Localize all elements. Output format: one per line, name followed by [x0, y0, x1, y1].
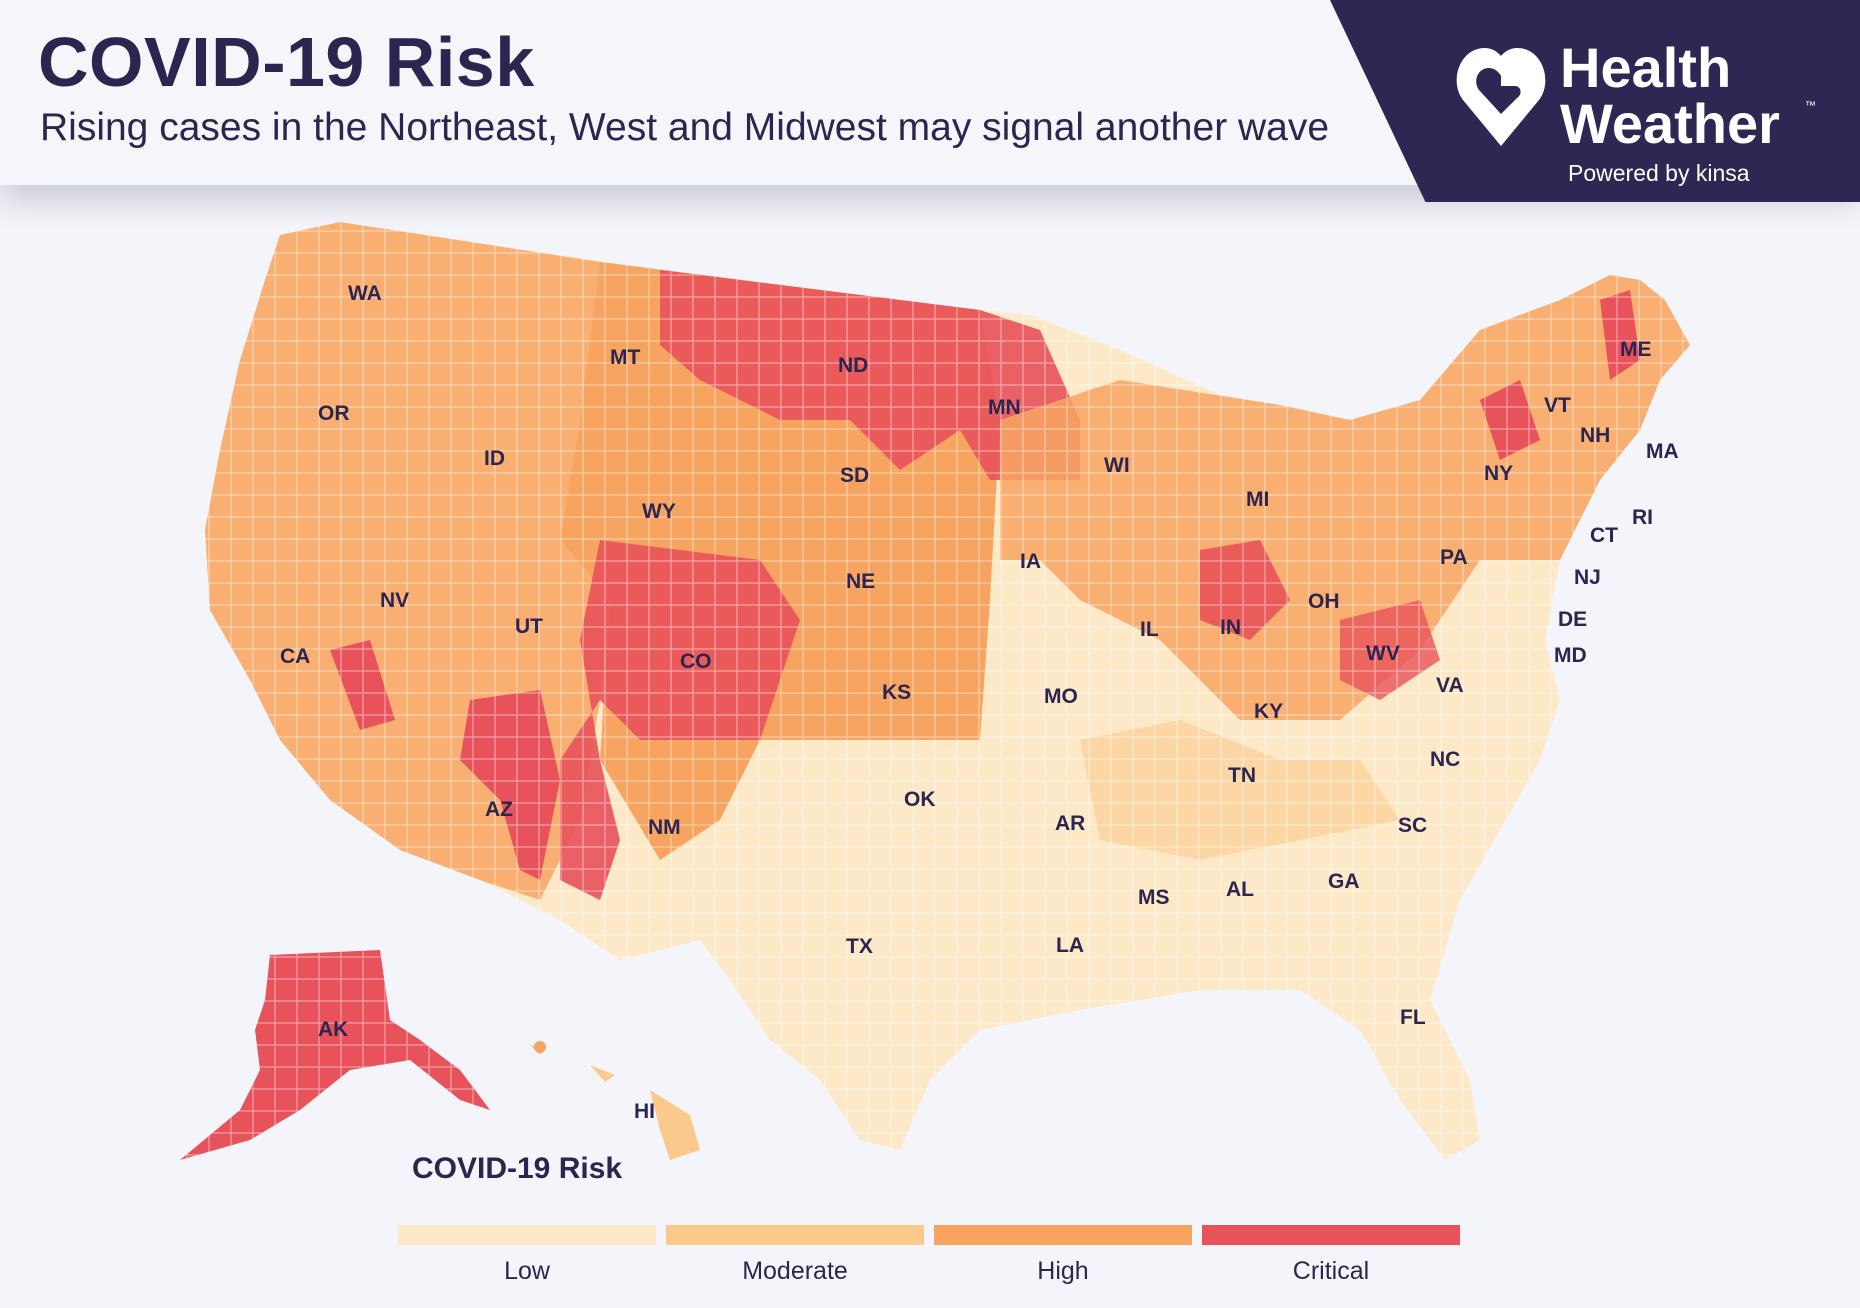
hawaii-shape — [530, 1045, 700, 1160]
state-label-ar: AR — [1055, 812, 1085, 835]
legend-title: COVID-19 Risk — [412, 1152, 623, 1185]
state-label-in: IN — [1220, 616, 1241, 639]
alaska-counties — [180, 950, 490, 1160]
state-label-ms: MS — [1138, 886, 1170, 909]
state-label-ga: GA — [1328, 870, 1360, 893]
state-label-ky: KY — [1254, 700, 1283, 723]
legend-label-critical: Critical — [1292, 1257, 1370, 1285]
map-base — [180, 222, 1690, 1160]
state-label-co: CO — [680, 650, 712, 673]
state-label-wi: WI — [1104, 454, 1130, 477]
state-label-ak: AK — [318, 1018, 348, 1041]
brand-name-line2: Weather — [1560, 92, 1780, 155]
legend-swatch-low — [398, 1225, 656, 1245]
state-label-va: VA — [1436, 674, 1464, 697]
state-label-nj: NJ — [1574, 566, 1601, 589]
legend-swatch-critical — [1202, 1225, 1460, 1245]
state-label-mt: MT — [610, 346, 640, 369]
state-label-il: IL — [1140, 618, 1159, 641]
state-label-ia: IA — [1020, 550, 1041, 573]
state-label-de: DE — [1558, 608, 1587, 631]
state-label-nv: NV — [380, 589, 409, 612]
state-label-ny: NY — [1484, 462, 1513, 485]
state-label-fl: FL — [1400, 1006, 1426, 1029]
state-label-nc: NC — [1430, 748, 1460, 771]
state-label-md: MD — [1554, 644, 1587, 667]
state-label-ut: UT — [515, 615, 543, 638]
state-label-wa: WA — [348, 282, 382, 305]
brand-name-line1: Health — [1560, 36, 1732, 99]
state-label-sd: SD — [840, 464, 869, 487]
state-label-az: AZ — [485, 798, 513, 821]
state-label-me: ME — [1620, 338, 1652, 361]
page-subtitle: Rising cases in the Northeast, West and … — [40, 106, 1330, 149]
state-label-wy: WY — [642, 500, 676, 523]
state-label-mi: MI — [1246, 488, 1269, 511]
state-label-tx: TX — [846, 935, 873, 958]
us-risk-map: WA OR CA NV ID MT WY UT AZ CO NM ND SD N… — [180, 222, 1690, 1160]
state-label-mn: MN — [988, 396, 1021, 419]
state-label-nm: NM — [648, 816, 681, 839]
state-label-al: AL — [1226, 878, 1254, 901]
page-title: COVID-19 Risk — [38, 23, 535, 101]
state-label-ne: NE — [846, 570, 875, 593]
state-label-hi: HI — [634, 1100, 655, 1123]
state-label-vt: VT — [1544, 394, 1571, 417]
health-weather-logo-icon — [1456, 48, 1546, 146]
legend-label-low: Low — [504, 1257, 550, 1285]
state-label-nh: NH — [1580, 424, 1610, 447]
state-label-ca: CA — [280, 645, 310, 668]
contiguous-us-counties — [205, 222, 1690, 1160]
legend-swatch-moderate — [666, 1225, 924, 1245]
state-label-wv: WV — [1366, 642, 1400, 665]
state-label-la: LA — [1056, 934, 1084, 957]
state-labels: WA OR CA NV ID MT WY UT AZ CO NM ND SD N… — [280, 282, 1679, 1123]
legend-swatch-high — [934, 1225, 1192, 1245]
state-label-nd: ND — [838, 354, 868, 377]
brand-panel — [1330, 0, 1860, 202]
state-label-oh: OH — [1308, 590, 1340, 613]
state-label-ok: OK — [904, 788, 936, 811]
state-label-ct: CT — [1590, 524, 1618, 547]
state-label-tn: TN — [1228, 764, 1256, 787]
state-label-sc: SC — [1398, 814, 1427, 837]
brand-powered-by: Powered by kinsa — [1568, 160, 1750, 186]
state-label-pa: PA — [1440, 546, 1468, 569]
legend-label-moderate: Moderate — [742, 1257, 848, 1285]
state-label-mo: MO — [1044, 685, 1078, 708]
legend-label-high: High — [1037, 1257, 1089, 1285]
state-label-ri: RI — [1632, 506, 1653, 529]
brand-trademark: ™ — [1805, 100, 1816, 112]
state-label-ks: KS — [882, 681, 911, 704]
state-label-or: OR — [318, 402, 350, 425]
state-label-id: ID — [484, 447, 505, 470]
brand-name: Health Weather — [1560, 40, 1780, 152]
state-label-ma: MA — [1646, 440, 1679, 463]
